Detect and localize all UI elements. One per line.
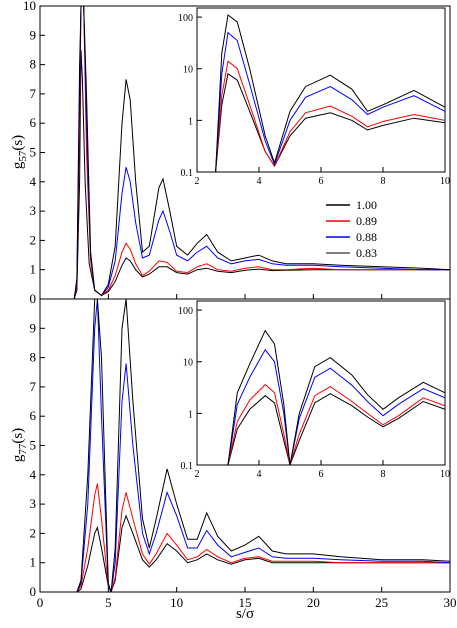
bottom-main-ytick-label: 4 (30, 467, 37, 482)
bottom-inset-series-0_83 (227, 329, 445, 465)
top-main-ytick-label: 3 (30, 203, 37, 218)
legend-label-1: 1.00 (356, 198, 377, 212)
bottom-inset-xtick-label: 2 (195, 469, 200, 480)
bottom-main-ytick-label: 3 (30, 496, 37, 511)
y-axis-label-bottom: g77(s) (10, 428, 29, 462)
bottom-inset-ytick-label: 10 (183, 358, 193, 369)
top-main-ytick-label: 10 (23, 0, 36, 13)
bottom-inset-group: 2 4 6 8 10 0.1 1 10 100 (178, 306, 450, 480)
top-main-ytick-label: 9 (30, 27, 37, 42)
bottom-main-ytick-label: 6 (30, 408, 37, 423)
top-inset-ytick-label: 10 (183, 65, 193, 76)
bottom-main-xtick-label: 10 (170, 595, 183, 610)
top-main-ytick-label: 0 (30, 291, 37, 306)
top-inset-group: 2 4 6 8 10 0.1 1 10 100 (178, 13, 450, 187)
top-inset-series-0_83 (215, 14, 445, 172)
top-main-ytick-label: 7 (30, 86, 37, 101)
x-axis-label: s/σ (236, 606, 254, 622)
top-inset-series-0_89 (215, 60, 445, 172)
bottom-inset-xtick-label: 8 (381, 469, 386, 480)
bottom-main-ytick-label: 2 (30, 525, 37, 540)
top-inset-series-1_00 (215, 72, 445, 172)
bottom-inset-ytick-label: 100 (178, 306, 193, 317)
top-main-series-0_89 (73, 6, 450, 299)
top-inset-xtick-label: 2 (195, 176, 200, 187)
bottom-inset-ytick-label: 0.1 (181, 461, 194, 472)
bottom-main-series-0_89 (76, 483, 450, 592)
bottom-main-series-0_88 (76, 299, 450, 592)
top-inset-xtick-label: 4 (257, 176, 262, 187)
bottom-main-ytick-label: 7 (30, 379, 37, 394)
bottom-inset-xtick-label: 4 (257, 469, 262, 480)
bottom-inset-series-0_88 (227, 348, 445, 465)
top-inset-ytick-label: 100 (178, 13, 193, 24)
top-main-series-0_83 (73, 6, 450, 299)
top-main-ytick-label: 8 (30, 57, 37, 72)
bottom-inset-xtick-label: 10 (440, 469, 450, 480)
bottom-main-series-0_83 (76, 299, 450, 592)
y-axis-label-top-subscript: 57 (17, 150, 29, 162)
top-main-ytick-label: 5 (30, 145, 37, 160)
top-inset-ytick-label: 0.1 (181, 168, 194, 179)
bottom-main-ytick-label: 0 (30, 584, 37, 599)
bottom-main-xtick-label: 0 (37, 595, 44, 610)
bottom-main-ytick-label: 8 (30, 350, 37, 365)
bottom-main-xtick-label: 20 (307, 595, 320, 610)
top-inset-xtick-label: 6 (319, 176, 324, 187)
bottom-inset-series-0_89 (227, 383, 445, 465)
bottom-inset-frame (196, 300, 446, 466)
y-axis-label-top: g57(s) (10, 135, 29, 169)
top-main-group: 0 1 2 3 4 5 6 7 8 9 10 (23, 0, 451, 306)
legend-label-2: 0.89 (356, 214, 377, 228)
bottom-inset-ytick-label: 1 (188, 409, 193, 420)
bottom-main-xtick-label: 30 (444, 595, 457, 610)
bottom-inset-xtick-label: 6 (319, 469, 324, 480)
top-main-series-1_00 (73, 49, 450, 299)
legend-label-3: 0.88 (356, 230, 377, 244)
legend: 1.00 0.89 0.88 0.83 (326, 198, 377, 260)
top-inset-series-0_88 (215, 31, 445, 172)
top-inset-xtick-label: 8 (381, 176, 386, 187)
top-inset-ytick-label: 1 (188, 116, 193, 127)
top-main-ytick-label: 1 (30, 262, 37, 277)
bottom-main-group: 0 5 10 15 20 25 30 0 1 2 3 4 5 6 7 8 9 (30, 299, 457, 610)
top-main-ytick-label: 6 (30, 115, 37, 130)
bottom-main-xtick-label: 5 (105, 595, 112, 610)
bottom-inset-series-1_00 (227, 393, 445, 465)
top-main-ytick-label: 2 (30, 232, 37, 247)
legend-label-4: 0.83 (356, 246, 377, 260)
bottom-main-xtick-label: 15 (239, 595, 252, 610)
y-axis-label-bottom-subscript: 77 (17, 443, 29, 455)
bottom-main-ytick-label: 5 (30, 438, 37, 453)
top-inset-frame (196, 7, 446, 173)
bottom-main-xtick-label: 25 (375, 595, 388, 610)
bottom-main-series-1_00 (76, 514, 450, 592)
top-inset-xtick-label: 10 (440, 176, 450, 187)
top-main-ytick-label: 4 (30, 174, 37, 189)
bottom-main-ytick-label: 9 (30, 320, 37, 335)
bottom-main-ytick-label: 1 (30, 555, 37, 570)
